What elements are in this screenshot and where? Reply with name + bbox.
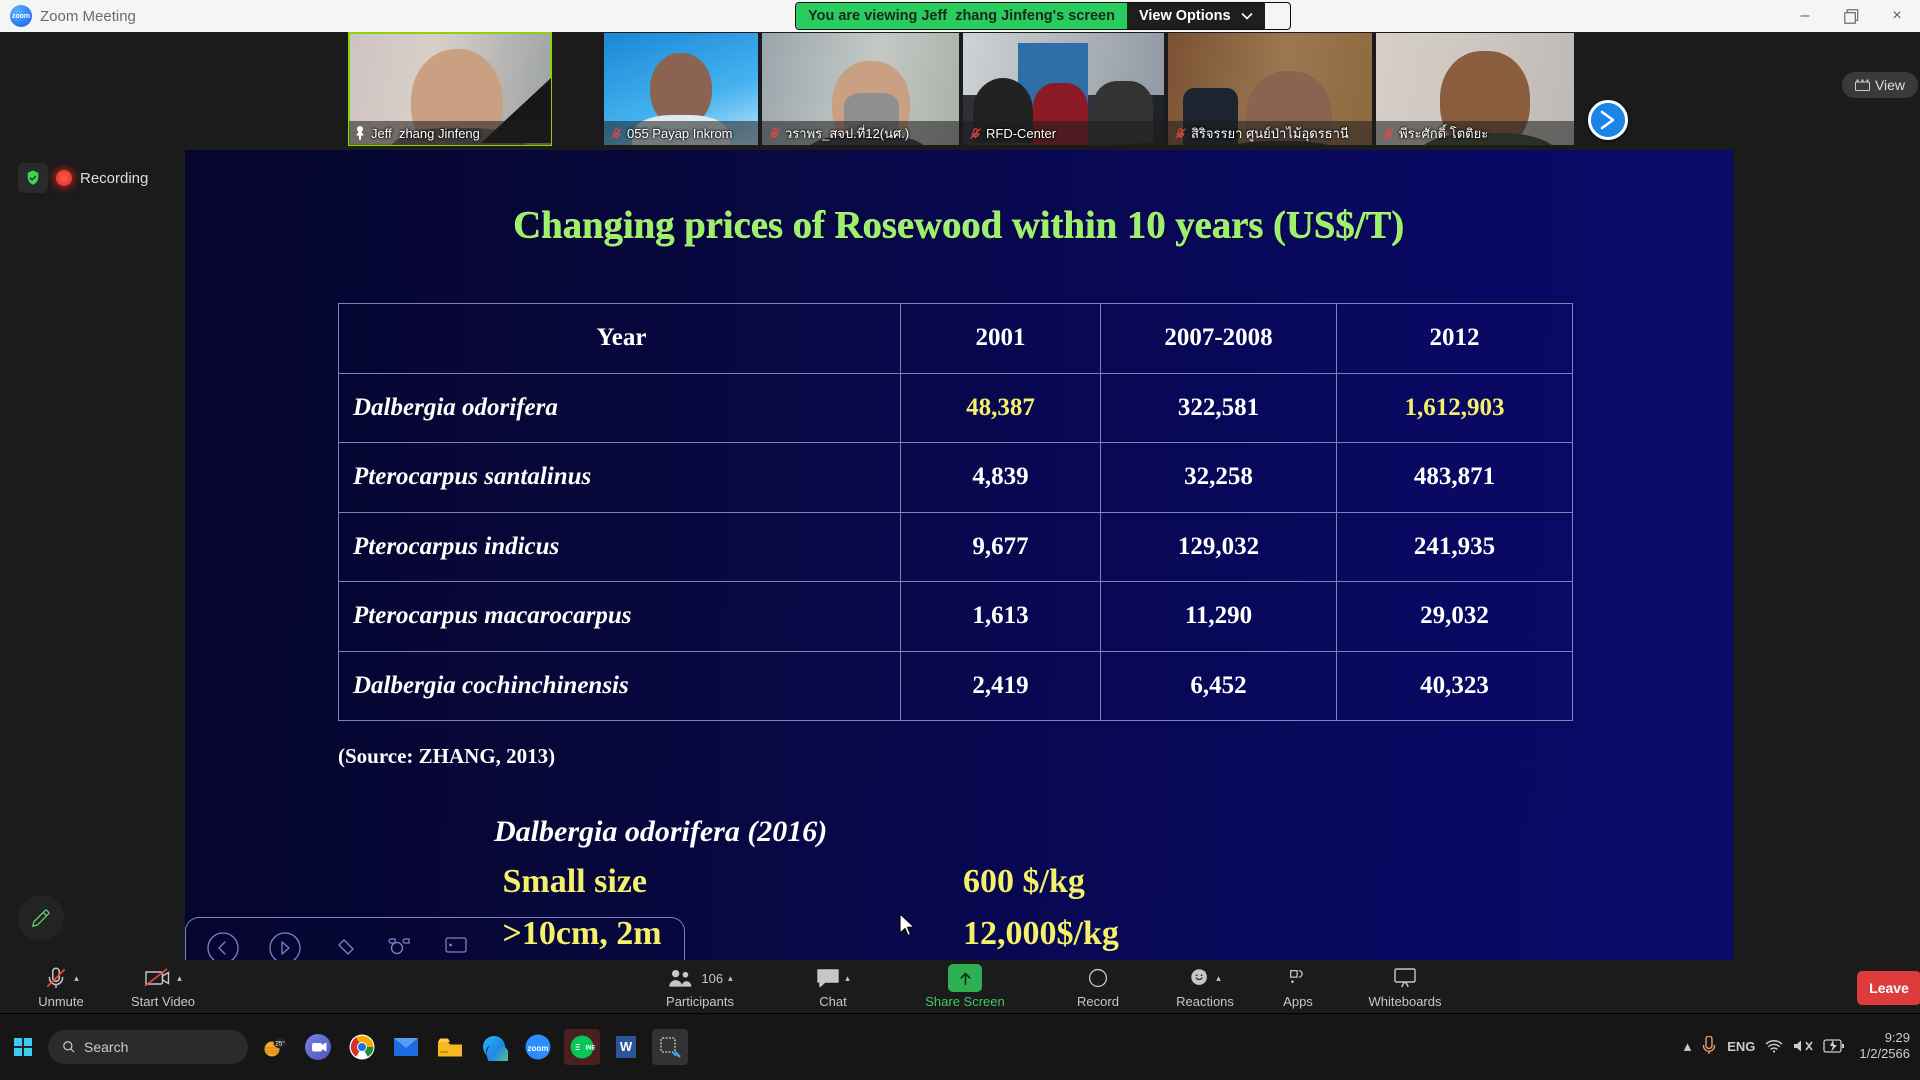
- svg-text:INE: INE: [586, 1046, 596, 1052]
- svg-text:zoom: zoom: [528, 1044, 549, 1053]
- svg-text:25°: 25°: [275, 1039, 285, 1047]
- svg-text:W: W: [620, 1039, 633, 1054]
